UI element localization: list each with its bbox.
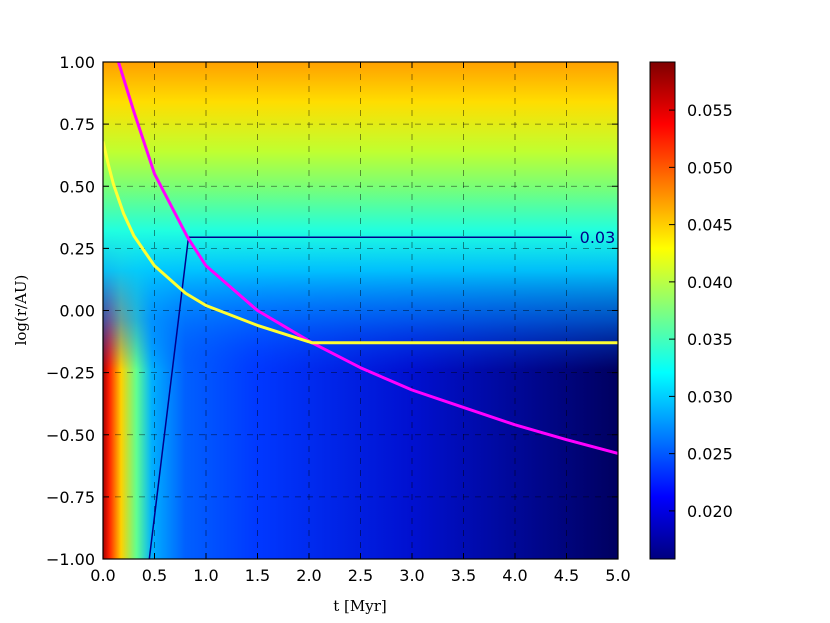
y-tick-label: −1.00 [46, 550, 95, 569]
y-tick-label: 0.50 [59, 177, 95, 196]
x-tick-label: 5.0 [605, 566, 630, 585]
colorbar-ticks: 0.055 0.050 0.045 0.040 0.035 0.030 0.025 0.020 [669, 101, 733, 521]
x-tick-label: 0.5 [142, 566, 167, 585]
contour-label: 0.03 [580, 228, 616, 247]
x-axis-label: t [Myr] [333, 597, 387, 615]
colorbar-tick-label: 0.045 [687, 216, 733, 235]
colorbar-tick-label: 0.025 [687, 445, 733, 464]
colorbar-tick-label: 0.050 [687, 158, 733, 177]
y-tick-label: 0.00 [59, 302, 95, 321]
series-line-2 [103, 141, 618, 345]
x-tick-label: 1.0 [193, 566, 218, 585]
y-tick-label: −0.75 [46, 488, 95, 507]
colorbar-tick-label: 0.020 [687, 502, 733, 521]
grid [103, 62, 618, 559]
y-axis: 1.00 0.75 0.50 0.25 0.00 −0.25 −0.50 −0.75 −1.00 [46, 53, 618, 569]
series-layer [103, 62, 618, 559]
x-tick-label: 4.0 [502, 566, 527, 585]
x-tick-label: 2.0 [296, 566, 321, 585]
x-tick-label: 2.5 [348, 566, 373, 585]
colorbar-tick-label: 0.055 [687, 101, 733, 120]
y-tick-label: 1.00 [59, 53, 95, 72]
colorbar-tick-label: 0.035 [687, 330, 733, 349]
x-axis: 0.0 0.5 1.0 1.5 2.0 2.5 3.0 3.5 4.0 4.5 5.0 [90, 62, 631, 585]
colorbar-strip [649, 61, 676, 560]
colorbar-tick-label: 0.040 [687, 273, 733, 292]
x-tick-label: 0.0 [90, 566, 115, 585]
y-axis-label: log(r/AU) [12, 275, 30, 346]
colorbar-tick-label: 0.030 [687, 387, 733, 406]
y-tick-label: 0.75 [59, 115, 95, 134]
colorbar: 0.055 0.050 0.045 0.040 0.035 0.030 0.025 0.020 [649, 61, 733, 560]
x-tick-label: 3.5 [451, 566, 476, 585]
y-tick-label: −0.25 [46, 364, 95, 383]
x-tick-label: 1.5 [245, 566, 270, 585]
x-tick-label: 3.0 [399, 566, 424, 585]
y-tick-label: 0.25 [59, 239, 95, 258]
x-tick-label: 4.5 [554, 566, 579, 585]
y-tick-label: −0.50 [46, 426, 95, 445]
